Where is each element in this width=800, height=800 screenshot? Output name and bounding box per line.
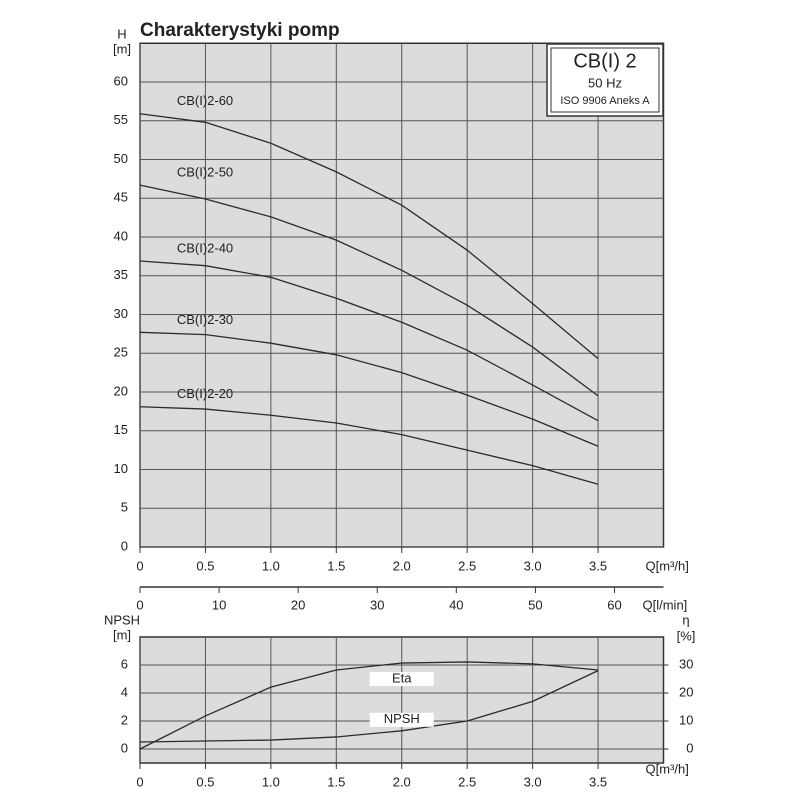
y-tick-label: 6 <box>121 656 128 671</box>
y-tick-label: 0 <box>121 538 128 553</box>
x-tick-label: 1.0 <box>262 558 280 573</box>
curve <box>139 670 599 743</box>
y-tick-label: 50 <box>114 151 128 166</box>
info-box-inner <box>550 47 660 113</box>
x2-axis-label: Q[l/min] <box>643 597 688 612</box>
curve-label: CB(I)2-50 <box>177 165 233 180</box>
y-axis-label: [m] <box>113 42 131 57</box>
y2-tick-label: 0 <box>686 740 693 755</box>
x-axis-label: Q[m³/h] <box>646 761 689 776</box>
x2-tick-label: 60 <box>607 597 621 612</box>
y-tick-label: 60 <box>114 73 128 88</box>
x-tick-label: 2.5 <box>458 774 476 789</box>
info-box <box>546 43 664 117</box>
info-text: CB(I) 2 <box>573 50 636 72</box>
curve-label: CB(I)2-60 <box>177 93 233 108</box>
info-text: 50 Hz <box>588 75 622 90</box>
y-tick-label: 25 <box>114 345 128 360</box>
curve-label: Eta <box>392 670 412 685</box>
curve-label: CB(I)2-20 <box>177 386 233 401</box>
y2-axis-label: [%] <box>677 628 696 643</box>
y-axis-label: NPSH <box>104 612 140 627</box>
y-tick-label: 2 <box>121 712 128 727</box>
x-tick-label: 2.5 <box>458 558 476 573</box>
x2-tick-label: 10 <box>212 597 226 612</box>
x2-tick-label: 0 <box>136 597 143 612</box>
curve <box>139 331 599 447</box>
x-tick-label: 1.0 <box>262 774 280 789</box>
y-tick-label: 15 <box>114 422 128 437</box>
y-axis-label: [m] <box>113 627 131 642</box>
x2-tick-label: 20 <box>291 597 305 612</box>
curve <box>139 184 599 397</box>
curve-label-bg <box>369 672 434 687</box>
info-text: ISO 9906 Aneks A <box>560 95 650 107</box>
x-tick-label: 3.5 <box>589 774 607 789</box>
curve <box>139 260 599 422</box>
x-tick-label: 0.5 <box>196 558 214 573</box>
x-tick-label: 2.0 <box>393 774 411 789</box>
x-axis-label: Q[m³/h] <box>646 558 689 573</box>
y-tick-label: 40 <box>114 228 128 243</box>
y-tick-label: 30 <box>114 306 128 321</box>
y2-axis-label: η <box>682 612 689 627</box>
y2-tick-label: 10 <box>679 712 693 727</box>
x-tick-label: 3.5 <box>589 558 607 573</box>
y-tick-label: 10 <box>114 461 128 476</box>
curve <box>139 113 599 360</box>
x2-tick-label: 40 <box>449 597 463 612</box>
x-tick-label: 1.5 <box>327 558 345 573</box>
y-tick-label: 20 <box>114 383 128 398</box>
y-tick-label: 4 <box>121 684 128 699</box>
curve-label: CB(I)2-40 <box>177 240 233 255</box>
x-tick-label: 3.0 <box>524 558 542 573</box>
y-tick-label: 0 <box>121 740 128 755</box>
y2-tick-label: 30 <box>679 656 693 671</box>
x-tick-label: 0.5 <box>196 774 214 789</box>
curve <box>139 406 599 485</box>
y-tick-label: 45 <box>114 190 128 205</box>
y-axis-label: H <box>117 27 126 42</box>
curve-label: NPSH <box>384 711 420 726</box>
x-tick-label: 0 <box>136 774 143 789</box>
y-tick-label: 35 <box>114 267 128 282</box>
curve-label: CB(I)2-30 <box>177 312 233 327</box>
chart-title: Charakterystyki pomp <box>140 20 340 41</box>
x-tick-label: 1.5 <box>327 774 345 789</box>
y2-tick-label: 20 <box>679 684 693 699</box>
x2-tick-label: 30 <box>370 597 384 612</box>
y-tick-label: 5 <box>121 500 128 515</box>
x2-tick-label: 50 <box>528 597 542 612</box>
x-tick-label: 2.0 <box>393 558 411 573</box>
y-tick-label: 55 <box>114 112 128 127</box>
curve-label-bg <box>369 712 434 727</box>
curve <box>139 661 599 750</box>
x-tick-label: 0 <box>136 558 143 573</box>
x-tick-label: 3.0 <box>524 774 542 789</box>
